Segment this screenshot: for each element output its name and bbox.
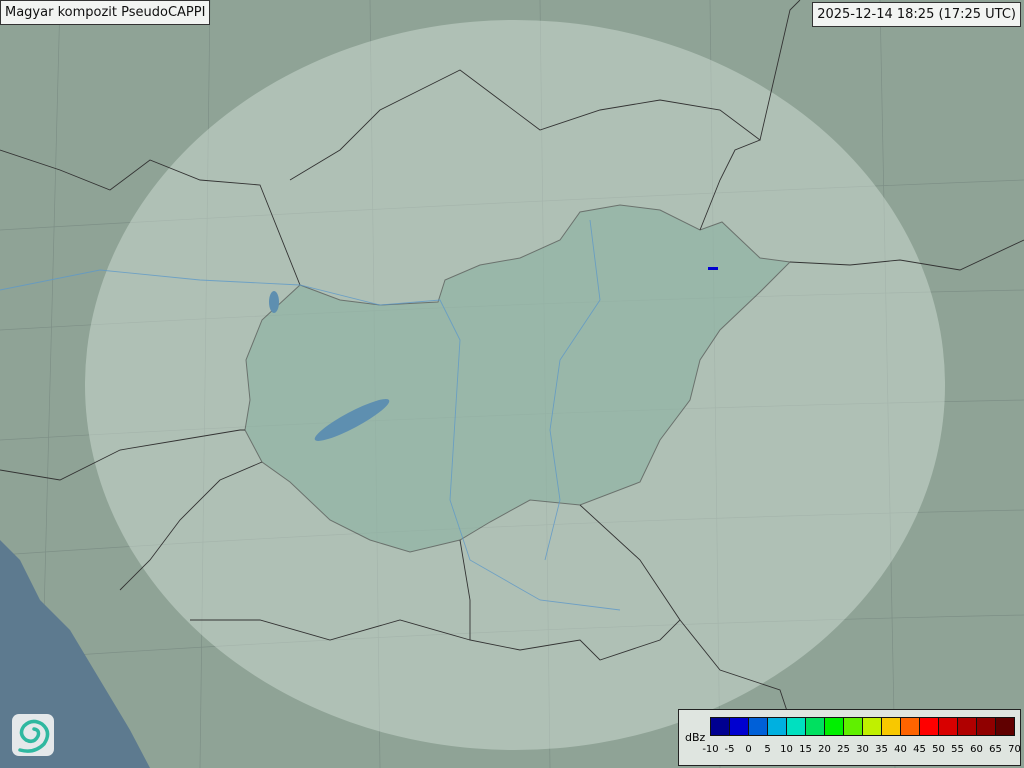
legend-tick-label: 15	[799, 744, 812, 755]
legend-ticks: -10 -5 0 5 10 15 20 25 30 35 40 45 50 55 60 65 70	[701, 744, 1021, 760]
legend-swatch	[844, 718, 863, 735]
legend-unit: dBz	[685, 731, 706, 744]
legend-swatch	[825, 718, 844, 735]
rivers	[0, 219, 621, 611]
legend-tick-label: 25	[837, 744, 850, 755]
legend-swatch	[749, 718, 768, 735]
legend-swatch	[806, 718, 825, 735]
legend-swatch	[882, 718, 901, 735]
legend-tick-label: 5	[764, 744, 771, 755]
hungary-territory	[244, 204, 792, 553]
legend-tick-label: 65	[989, 744, 1002, 755]
legend-tick-label: 0	[745, 744, 752, 755]
legend-swatch	[787, 718, 806, 735]
legend-tick-label: 60	[970, 744, 983, 755]
legend-swatch	[920, 718, 939, 735]
legend-swatch	[711, 718, 730, 735]
legend-tick-label: 20	[818, 744, 831, 755]
legend-swatch	[863, 718, 882, 735]
map-title: Magyar kompozit PseudoCAPPI	[0, 0, 211, 25]
legend-swatch	[996, 718, 1014, 735]
legend-swatch	[768, 718, 787, 735]
legend-tick-label: 45	[913, 744, 926, 755]
legend-tick-label: -10	[702, 744, 719, 755]
radar-echo	[708, 267, 718, 270]
lake-balaton	[314, 399, 390, 441]
legend-swatch	[958, 718, 977, 735]
adriatic-sea	[0, 540, 150, 768]
legend-swatch	[977, 718, 996, 735]
legend-tick-label: 40	[894, 744, 907, 755]
legend-tick-label: 35	[875, 744, 888, 755]
legend-color-bar	[710, 717, 1015, 736]
legend-tick-label: 70	[1008, 744, 1021, 755]
country-borders	[0, 0, 1024, 721]
legend-tick-label: 50	[932, 744, 945, 755]
legend-swatch	[939, 718, 958, 735]
legend-swatch	[730, 718, 749, 735]
legend-tick-label: -5	[724, 744, 735, 755]
timestamp: 2025-12-14 18:25 (17:25 UTC)	[812, 2, 1021, 27]
legend-tick-label: 30	[856, 744, 869, 755]
legend-swatch	[901, 718, 920, 735]
lake-neusiedl	[269, 291, 279, 313]
legend-tick-label: 55	[951, 744, 964, 755]
swirl-logo-icon	[12, 714, 54, 756]
dbz-color-legend: dBz -10 -5 0 5 10 15 20 25 30 35 40 45 50 55 60 65 70	[678, 709, 1021, 766]
legend-tick-label: 10	[780, 744, 793, 755]
